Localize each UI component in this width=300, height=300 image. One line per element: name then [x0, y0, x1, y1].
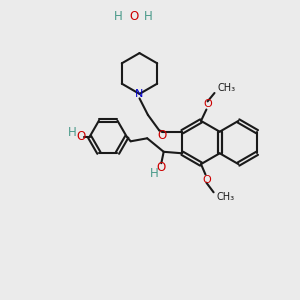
Text: N: N [135, 89, 144, 99]
Text: O: O [76, 130, 85, 143]
Text: CH₃: CH₃ [217, 192, 235, 202]
Text: O: O [202, 175, 211, 185]
Text: H: H [68, 126, 76, 139]
Text: O: O [129, 10, 138, 23]
Text: O: O [157, 161, 166, 174]
Text: H: H [144, 10, 153, 23]
Text: H: H [114, 10, 123, 23]
Text: H: H [150, 167, 158, 180]
Text: O: O [203, 99, 212, 110]
Text: O: O [157, 129, 166, 142]
Text: CH₃: CH₃ [218, 83, 236, 93]
